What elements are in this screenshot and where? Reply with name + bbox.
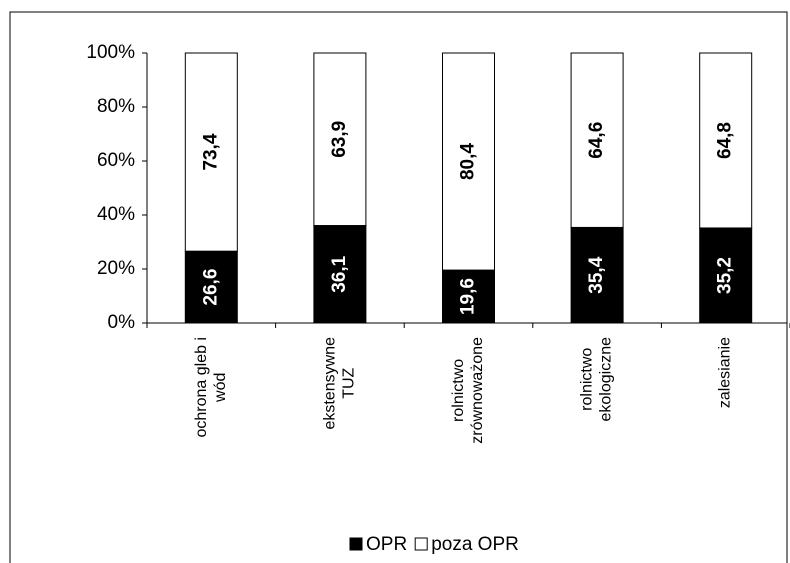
x-tick-label-line: TUZ xyxy=(341,367,358,398)
value-label: 35,2 xyxy=(715,257,736,294)
value-label: 36,1 xyxy=(329,255,350,292)
legend-label: poza OPR xyxy=(431,534,519,555)
x-tick-label: zalesianie xyxy=(717,337,734,408)
value-label: 73,4 xyxy=(200,133,221,170)
bar-segment xyxy=(184,250,238,324)
x-tick-label-line: rolnictwo xyxy=(450,359,467,422)
value-label: 80,4 xyxy=(458,143,479,180)
y-tick-label: 60% xyxy=(97,150,135,171)
legend-label: OPR xyxy=(366,534,407,555)
value-label: 64,8 xyxy=(715,122,736,159)
bar-segment xyxy=(184,52,238,252)
bar-segment xyxy=(442,52,495,271)
y-tick-label: 100% xyxy=(86,42,135,63)
bar-segment xyxy=(313,225,367,324)
y-tick-label: 40% xyxy=(97,204,135,225)
y-tick-label: 80% xyxy=(97,96,135,117)
x-tick-label: rolnictwo ekologiczne xyxy=(579,337,615,422)
x-tick-label: ochrona gleb i wód xyxy=(193,337,229,438)
value-label: 64,6 xyxy=(586,122,607,159)
value-label: 19,6 xyxy=(458,278,479,315)
value-label: 63,9 xyxy=(329,121,350,158)
x-tick-label-line: wód xyxy=(212,373,229,403)
bar-segment xyxy=(570,226,624,324)
x-tick-label-line: rolnictwo xyxy=(579,348,596,411)
x-tick-label-line: zrównoważone xyxy=(469,337,486,444)
bar-segment xyxy=(699,52,753,229)
bar-segment xyxy=(699,227,753,324)
value-label: 26,6 xyxy=(200,269,221,306)
y-tick-label: 0% xyxy=(108,312,136,333)
value-label: 35,4 xyxy=(586,256,607,293)
legend-swatch xyxy=(349,537,363,551)
x-tick-label: rolnictwo zrównoważone xyxy=(450,337,486,444)
chart-border xyxy=(9,11,788,563)
bar-segment xyxy=(442,269,495,324)
bar-segment xyxy=(313,52,367,227)
x-tick-label-line: ekologiczne xyxy=(598,337,615,422)
x-tick-label-line: ekstensywne xyxy=(322,337,339,430)
legend-swatch xyxy=(414,537,428,551)
x-tick-label-line: ochrona gleb i xyxy=(193,337,210,438)
x-tick-label: ekstensywne TUZ xyxy=(322,337,358,430)
bar-segment xyxy=(570,52,624,228)
y-tick-label: 20% xyxy=(97,258,135,279)
x-tick-label-line: zalesianie xyxy=(717,337,734,408)
